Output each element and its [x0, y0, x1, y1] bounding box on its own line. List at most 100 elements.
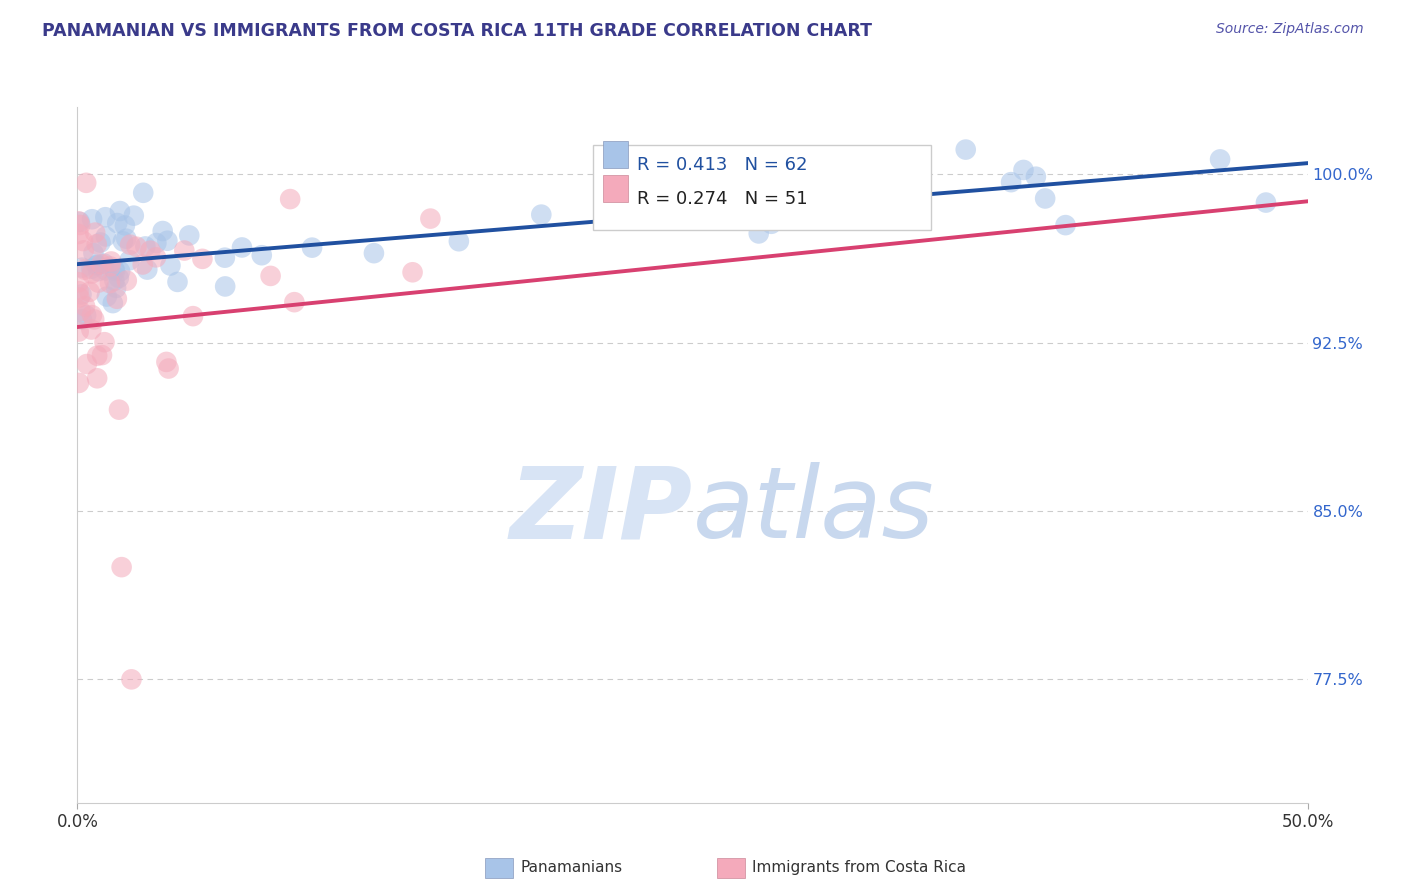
Point — [118, 253, 141, 268]
Point — [179, 228, 201, 243]
Point — [75, 308, 97, 322]
Point — [82, 212, 104, 227]
Point — [1012, 163, 1035, 178]
Point — [114, 219, 136, 233]
Point — [108, 264, 131, 278]
Point — [401, 265, 423, 279]
Point — [103, 262, 125, 277]
Point — [87, 264, 110, 278]
Point — [250, 248, 273, 262]
Point — [1254, 195, 1277, 210]
Point — [70, 260, 93, 275]
Point — [756, 186, 779, 201]
Point — [157, 361, 180, 376]
Point — [76, 357, 98, 371]
Point — [136, 262, 159, 277]
Point — [105, 216, 128, 230]
Point — [108, 402, 131, 417]
Point — [121, 673, 143, 687]
Point — [80, 267, 103, 281]
Point — [83, 312, 105, 326]
Point — [125, 240, 148, 254]
Point — [156, 234, 179, 248]
Text: atlas: atlas — [693, 462, 934, 559]
Point — [132, 186, 155, 200]
Point — [70, 312, 93, 326]
Point — [955, 143, 977, 157]
Point — [104, 264, 127, 278]
Point — [447, 234, 470, 248]
Point — [84, 226, 107, 240]
Point — [111, 235, 134, 249]
Point — [120, 237, 142, 252]
Point — [122, 209, 145, 223]
Point — [67, 290, 90, 304]
Text: Source: ZipAtlas.com: Source: ZipAtlas.com — [1216, 22, 1364, 37]
Point — [173, 244, 195, 258]
Point — [73, 262, 96, 277]
Point — [748, 227, 770, 241]
Point — [100, 254, 122, 268]
Point — [749, 151, 772, 165]
Text: Panamanians: Panamanians — [520, 861, 623, 875]
Point — [90, 257, 112, 271]
Point — [89, 235, 111, 250]
Point — [82, 246, 104, 260]
Point — [152, 224, 174, 238]
Point — [101, 296, 124, 310]
Point — [301, 241, 323, 255]
Point — [115, 232, 138, 246]
Text: R = 0.413   N = 62: R = 0.413 N = 62 — [637, 156, 807, 174]
Point — [67, 284, 90, 298]
Point — [419, 211, 441, 226]
Point — [1000, 175, 1022, 189]
Point — [79, 285, 101, 299]
Point — [87, 276, 110, 290]
Point — [530, 208, 553, 222]
Point — [1209, 153, 1232, 167]
Point — [105, 292, 128, 306]
Point — [852, 161, 875, 176]
Point — [259, 268, 281, 283]
Point — [98, 260, 121, 274]
Point — [72, 234, 94, 248]
Point — [80, 308, 103, 322]
Point — [69, 218, 91, 232]
Point — [80, 322, 103, 336]
Point — [145, 235, 167, 250]
Point — [67, 227, 90, 241]
Point — [363, 246, 385, 260]
Point — [1025, 169, 1047, 184]
Point — [75, 176, 97, 190]
Point — [181, 309, 204, 323]
Point — [67, 376, 90, 390]
Point — [761, 217, 783, 231]
Point — [69, 304, 91, 318]
Point — [851, 188, 873, 202]
Point — [105, 281, 128, 295]
Point — [94, 211, 117, 225]
Point — [134, 239, 156, 253]
Point — [73, 244, 96, 258]
Point — [108, 271, 131, 285]
Point — [139, 244, 162, 258]
Point — [86, 259, 108, 273]
Point — [115, 274, 138, 288]
Point — [80, 261, 103, 276]
Point — [86, 349, 108, 363]
Point — [86, 237, 108, 252]
Point — [94, 263, 117, 277]
Point — [131, 258, 153, 272]
Text: PANAMANIAN VS IMMIGRANTS FROM COSTA RICA 11TH GRADE CORRELATION CHART: PANAMANIAN VS IMMIGRANTS FROM COSTA RICA… — [42, 22, 872, 40]
Point — [214, 279, 236, 293]
Point — [67, 275, 90, 289]
Point — [231, 240, 253, 254]
Point — [1033, 191, 1056, 205]
Point — [86, 258, 108, 272]
Point — [96, 289, 118, 303]
Point — [67, 214, 90, 228]
Point — [108, 204, 131, 219]
Text: Immigrants from Costa Rica: Immigrants from Costa Rica — [752, 861, 966, 875]
Point — [93, 335, 115, 350]
Point — [145, 251, 167, 265]
